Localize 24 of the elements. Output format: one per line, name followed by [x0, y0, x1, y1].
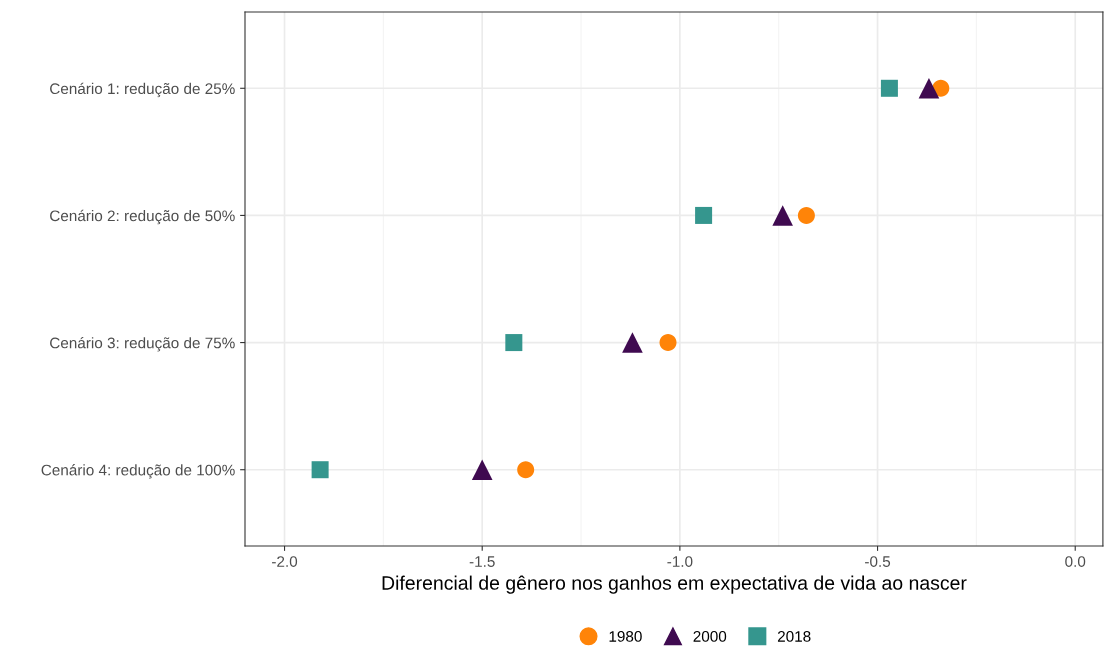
x-tick-label: -1.5 — [469, 556, 495, 567]
point — [918, 77, 940, 99]
y-tick-label: Cenário 4: redução de 100% — [41, 464, 235, 479]
x-axis-title: Diferencial de gênero nos ganhos em expectativa de vida ao nascer — [382, 575, 967, 594]
point — [772, 205, 793, 226]
point — [880, 79, 898, 97]
x-tick-label: -1.0 — [667, 556, 693, 567]
x-tick-label: -2.0 — [272, 556, 298, 567]
legend-label: 2018 — [777, 630, 811, 642]
point — [622, 332, 643, 353]
y-tick-label: Cenário 1: redução de 25% — [50, 82, 235, 98]
x-tick-label: -0.5 — [865, 556, 891, 567]
point — [311, 461, 329, 479]
point — [505, 334, 523, 352]
y-tick-label: Cenário 3: redução de 75% — [50, 336, 235, 352]
x-tick-label: 0.0 — [1065, 556, 1086, 567]
point — [471, 459, 493, 481]
point — [797, 206, 815, 224]
point — [659, 334, 677, 352]
y-tick-label: Cenário 2: redução de 50% — [50, 209, 235, 225]
legend-label: 1980 — [609, 630, 642, 642]
legend-label: 2000 — [693, 630, 727, 642]
point — [517, 461, 535, 479]
point — [695, 206, 713, 224]
